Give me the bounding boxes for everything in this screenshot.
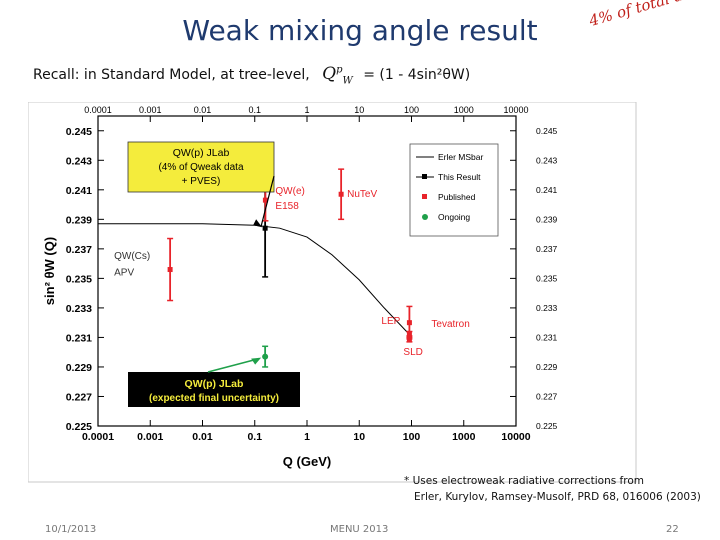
recall-line: Recall: in Standard Model, at tree-level…	[33, 64, 470, 86]
label-e158: E158	[275, 201, 299, 212]
data-point	[262, 225, 268, 231]
legend-swatch	[422, 174, 427, 179]
callout-this-result-arrow	[260, 175, 275, 227]
y-tick-label-left: 0.225	[66, 421, 92, 433]
legend-swatch	[422, 214, 428, 220]
y-tick-label-left: 0.233	[66, 303, 92, 315]
y-axis-label: sin² θW (Q)	[42, 237, 57, 305]
y-tick-label-left: 0.241	[66, 185, 92, 197]
weak-mixing-angle-chart: 0.0001 0.0001 0.001 0.001 0.01 0.01 0.1 0.1 1 1 10…	[28, 102, 638, 484]
x-tick-label-bottom: 0.0001	[82, 431, 114, 443]
label-qwe: QW(e)	[275, 186, 304, 197]
x-tick-label-top: 10	[354, 105, 364, 115]
footer-page-number: 22	[666, 524, 679, 535]
footnote-line-1: * Uses electroweak radiative corrections…	[404, 475, 644, 487]
data-point	[167, 267, 173, 273]
y-tick-label-right: 0.233	[536, 303, 558, 313]
y-tick-label-left: 0.227	[66, 391, 92, 403]
slide-title-text: Weak mixing angle result	[182, 14, 538, 47]
callout-this-result-arrowhead	[253, 219, 263, 228]
data-point	[338, 191, 344, 197]
x-axis-label: Q (GeV)	[283, 454, 331, 469]
legend-label: Published	[438, 192, 476, 202]
callout-this-result-box	[127, 141, 275, 193]
x-tick-label-top: 100	[404, 105, 419, 115]
legend-label: Erler MSbar	[438, 152, 484, 162]
callout-expected-box	[128, 372, 300, 407]
y-tick-label-right: 0.243	[536, 155, 558, 165]
label-tevatron: Tevatron	[431, 319, 469, 330]
footnote-line-2: Erler, Kurylov, Ramsey-Musolf, PRD 68, 0…	[414, 491, 701, 503]
y-tick-label-right: 0.241	[536, 185, 558, 195]
legend-label: Ongoing	[438, 212, 470, 222]
slide-title: Weak mixing angle result	[0, 14, 720, 47]
x-tick-label-top: 1000	[454, 105, 474, 115]
y-tick-label-right: 0.245	[536, 126, 558, 136]
y-tick-label-left: 0.237	[66, 244, 92, 256]
callout-this-result-line1: QW(p) JLab	[173, 147, 230, 159]
y-tick-label-right: 0.225	[536, 421, 558, 431]
x-tick-label-bottom: 100	[403, 431, 421, 443]
legend-swatch	[422, 194, 427, 199]
callout-expected-line2: (expected final uncertainty)	[149, 393, 279, 404]
label-nutev: NuTeV	[347, 189, 377, 200]
chart-svg: 0.0001 0.0001 0.001 0.001 0.01 0.01 0.1 0.1 1 1 10…	[28, 102, 637, 483]
x-tick-label-top: 0.1	[248, 105, 261, 115]
label-apv: APV	[114, 267, 134, 278]
sm-running-curve	[98, 223, 410, 335]
footnote: * Uses electroweak radiative corrections…	[404, 473, 701, 505]
footer-event: MENU 2013	[330, 524, 389, 535]
callout-expected-arrowhead	[251, 357, 262, 365]
label-sld: SLD	[403, 347, 422, 358]
x-tick-label-bottom: 1	[304, 431, 310, 443]
y-tick-label-left: 0.229	[66, 362, 92, 374]
y-tick-label-right: 0.239	[536, 214, 558, 224]
x-tick-label-bottom: 10	[353, 431, 365, 443]
recall-formula: = (1 - 4sin²θW)	[363, 67, 471, 83]
y-tick-label-left: 0.245	[66, 126, 92, 138]
y-tick-label-right: 0.235	[536, 273, 558, 283]
data-point	[262, 353, 269, 360]
y-tick-label-left: 0.235	[66, 273, 92, 285]
label-qwcs: QW(Cs)	[114, 251, 150, 262]
callout-this-result-line3: + PVES)	[182, 176, 221, 187]
y-tick-label-left: 0.243	[66, 155, 92, 167]
x-tick-label-bottom: 0.01	[192, 431, 213, 443]
y-tick-label-right: 0.231	[536, 332, 558, 342]
y-tick-label-left: 0.231	[66, 332, 92, 344]
x-tick-label-bottom: 0.001	[137, 431, 163, 443]
x-tick-label-bottom: 10000	[501, 431, 530, 443]
x-tick-label-bottom: 0.1	[247, 431, 262, 443]
x-tick-label-bottom: 1000	[452, 431, 476, 443]
label-lep: LEP	[381, 316, 400, 327]
x-tick-label-top: 0.01	[194, 105, 212, 115]
callout-expected-line1: QW(p) JLab	[185, 378, 244, 390]
qw-symbol: QpW	[322, 64, 353, 87]
legend-box	[409, 143, 499, 237]
y-tick-label-right: 0.237	[536, 244, 558, 254]
recall-prefix: Recall: in Standard Model, at tree-level…	[33, 67, 310, 83]
callout-this-result-line2: (4% of Qweak data	[158, 162, 243, 173]
y-tick-label-left: 0.239	[66, 214, 92, 226]
callout-expected-arrow	[207, 357, 260, 373]
legend-label: This Result	[438, 172, 481, 182]
x-tick-label-top: 1	[304, 105, 309, 115]
footer-date: 10/1/2013	[45, 524, 97, 535]
x-tick-label-top: 0.001	[139, 105, 162, 115]
y-tick-label-right: 0.229	[536, 362, 558, 372]
x-tick-label-top: 0.0001	[84, 105, 112, 115]
data-point	[406, 320, 412, 326]
x-tick-label-top: 10000	[503, 105, 528, 115]
data-point	[262, 197, 268, 203]
y-tick-label-right: 0.227	[536, 391, 558, 401]
